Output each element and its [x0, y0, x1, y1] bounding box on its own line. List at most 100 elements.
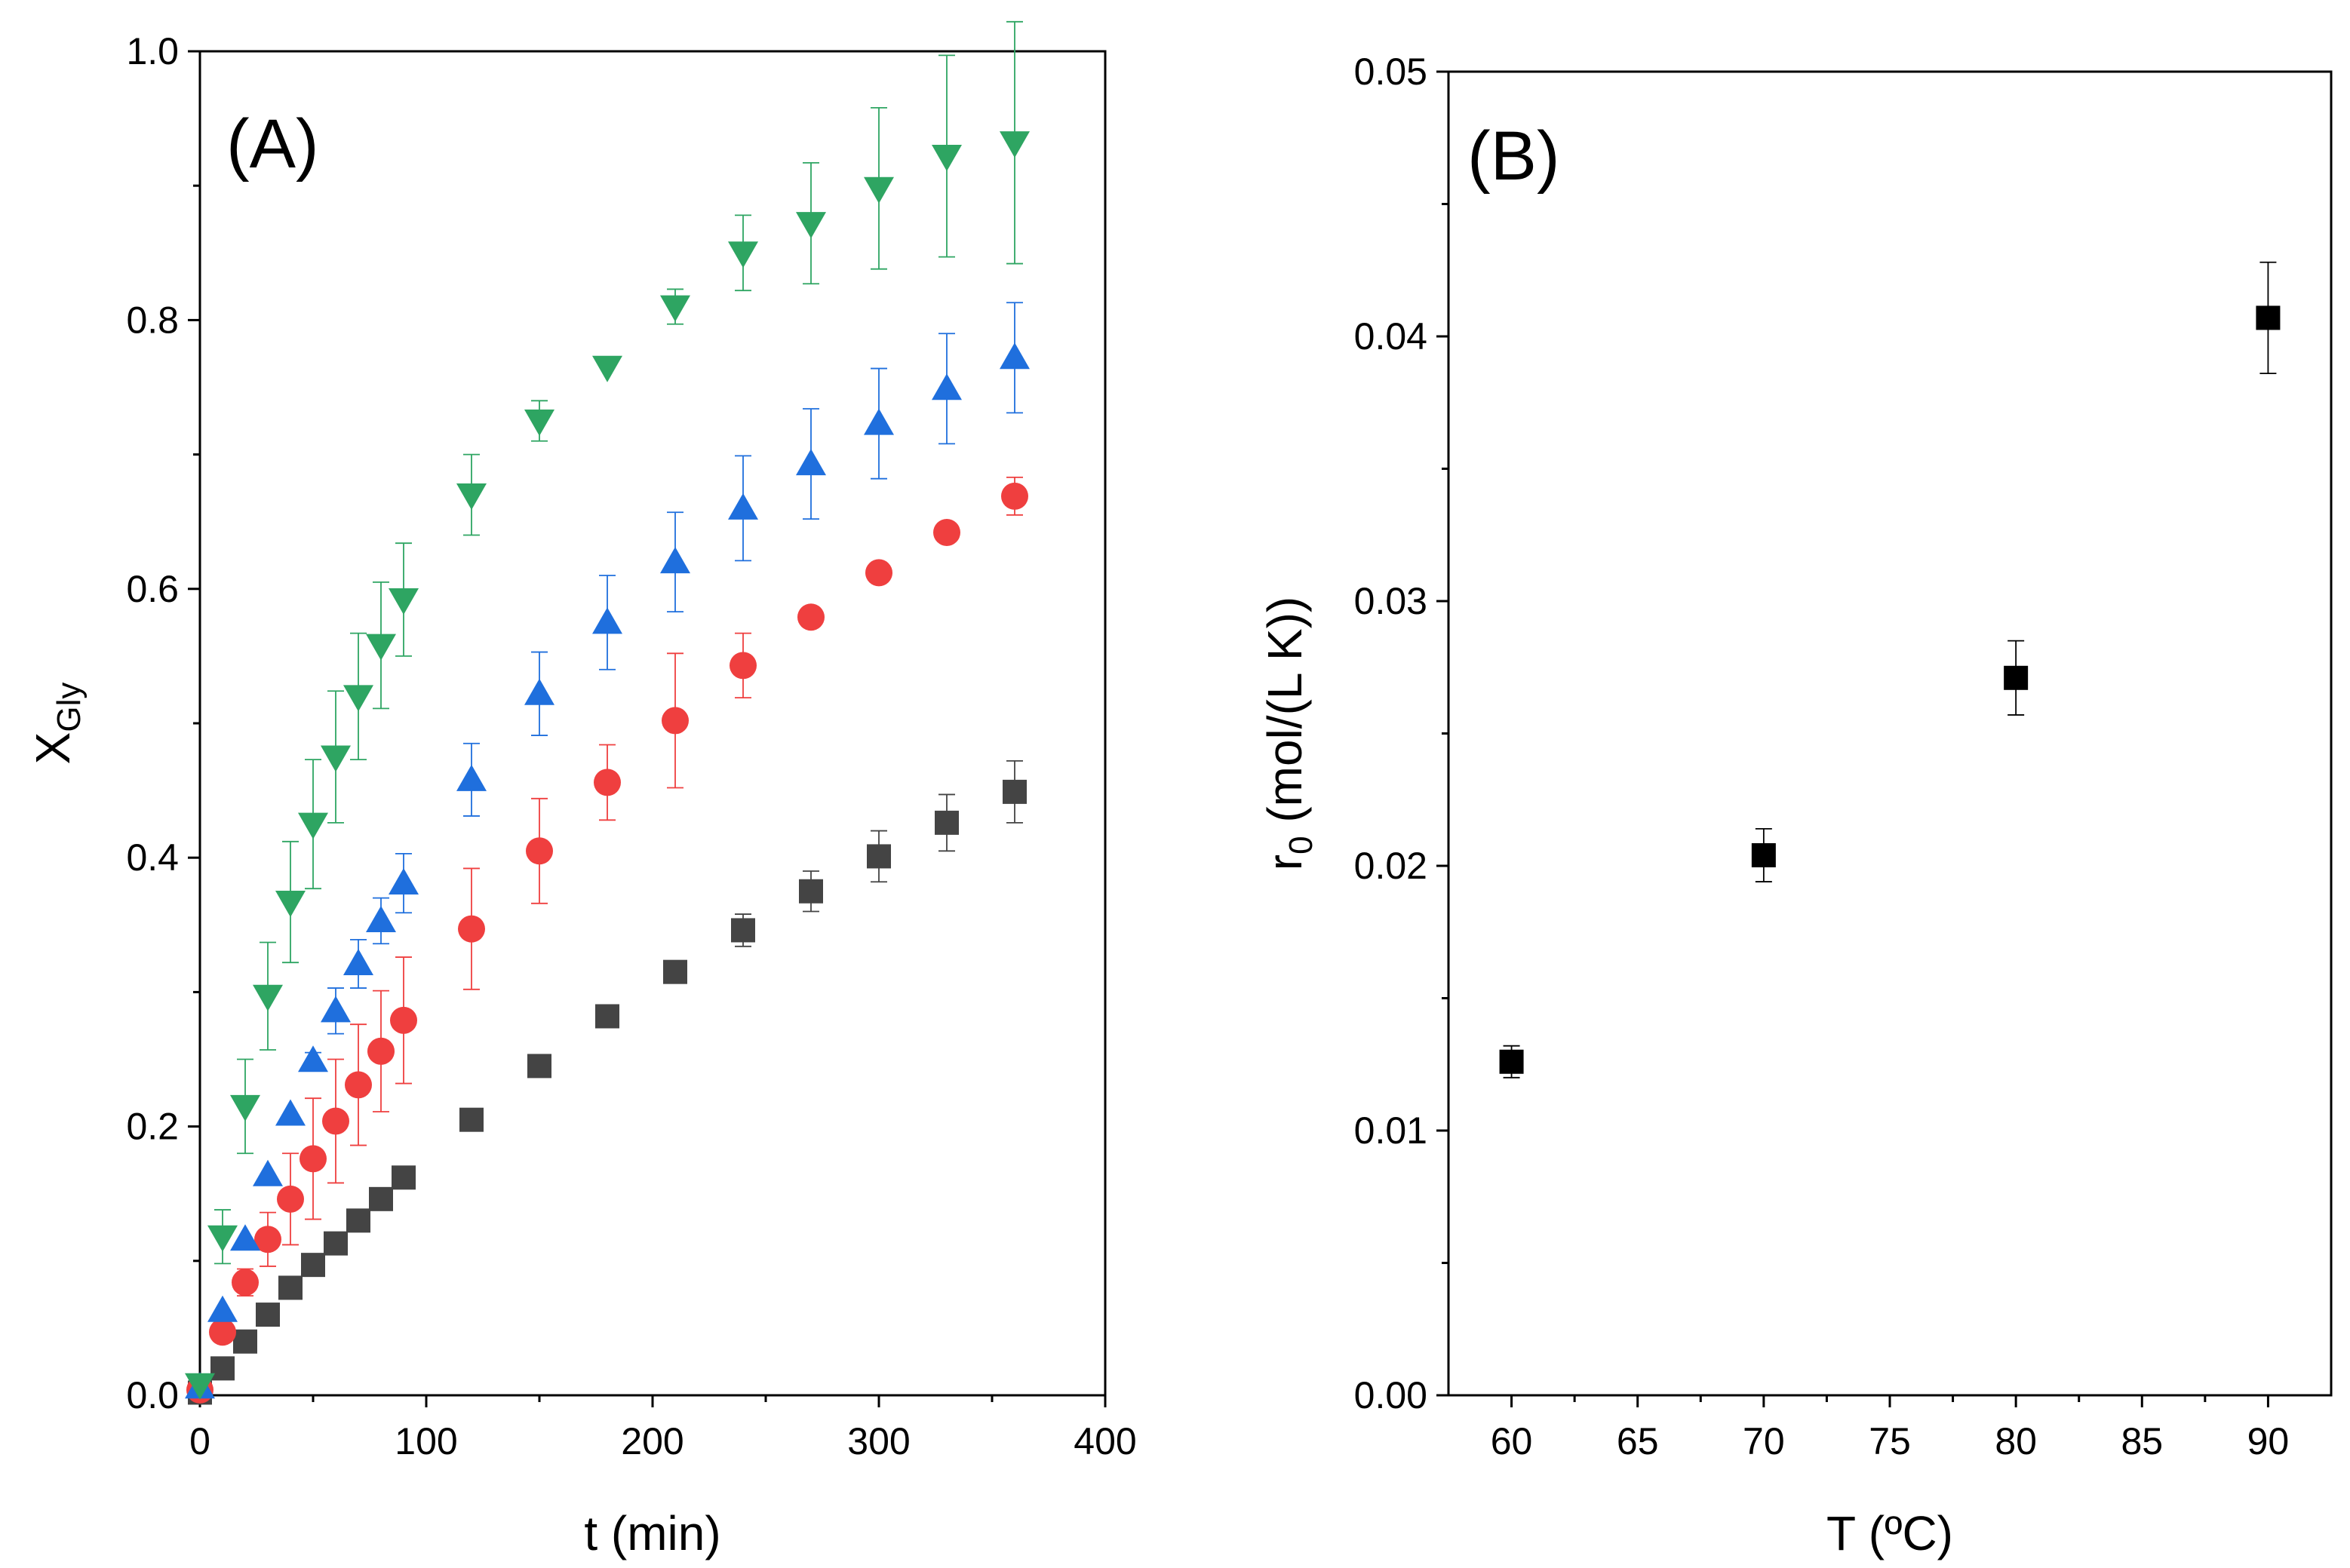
panel-a-x-tick-label: 0	[189, 1420, 210, 1462]
panel-a-series-2	[186, 476, 1028, 1404]
panel-a-y-tick-label: 1.0	[126, 30, 179, 72]
panel-b-x-tick-label: 80	[1995, 1420, 2037, 1462]
panel-a-data-point	[592, 607, 622, 634]
panel-a-data-point	[796, 449, 826, 476]
panel-a-data-point	[367, 1037, 395, 1065]
panel-a-data-point	[278, 1275, 303, 1300]
panel-a-y-axis-title-subscript: Gly	[51, 683, 88, 732]
panel-a-data-point	[343, 948, 373, 975]
panel-b-data-point	[2004, 665, 2029, 690]
panel-b-x-tick-label: 65	[1617, 1420, 1659, 1462]
panel-a-data-point	[524, 410, 554, 437]
panel-a-data-point	[185, 1373, 215, 1400]
panel-b-plot-frame	[1447, 70, 2333, 1397]
panel-a-data-point	[298, 812, 328, 839]
panel-b-x-tick-label: 75	[1869, 1420, 1911, 1462]
panel-a-y-axis-title-main: X	[26, 732, 80, 765]
panel-b-y-tick-label: 0.04	[1354, 315, 1427, 357]
panel-a-data-point	[458, 915, 485, 943]
panel-a-data-point	[366, 905, 396, 932]
panel-b-series-1	[1499, 261, 2281, 1079]
panel-a-data-point	[730, 652, 757, 680]
panel-a-data-point	[662, 707, 689, 735]
panel-a-data-point	[343, 685, 373, 712]
panel-b-data-point	[1499, 1049, 1524, 1074]
panel-a-y-tick-label: 0.0	[126, 1374, 179, 1416]
panel-b-x-tick-label: 60	[1491, 1420, 1533, 1462]
panel-a-data-point	[456, 764, 487, 791]
panel-a-data-point	[392, 1165, 416, 1190]
panel-b-y-axis-title-main: r	[1258, 855, 1312, 870]
panel-a-data-point	[527, 1054, 551, 1079]
panel-b-x-tick-label: 70	[1743, 1420, 1785, 1462]
panel-a-data-point	[321, 745, 351, 772]
panel-a-data-point	[253, 1159, 283, 1186]
panel-a-data-point	[592, 355, 622, 382]
panel-a-data-point	[369, 1186, 393, 1211]
panel-a-data-point	[728, 492, 758, 520]
panel-b-y-tick-label: 0.05	[1354, 51, 1427, 93]
panel-a-data-point	[346, 1208, 370, 1233]
panel-a-data-point	[1003, 779, 1027, 804]
panel-a-data-point	[253, 984, 283, 1011]
panel-a-data-point	[594, 769, 621, 796]
panel-a-chart: 0 100 200 300 400 0.0 0.2 0.4 0.6 0.8 1.0 (A) t (min…	[26, 20, 1137, 1560]
panel-b-y-axis-title-subscript: 0	[1283, 836, 1319, 854]
panel-a-data-point	[932, 373, 962, 400]
panel-a-data-point	[526, 837, 553, 865]
panel-a-data-point	[389, 868, 419, 895]
panel-a-series-4	[185, 20, 1030, 1400]
panel-a-data-point	[210, 1356, 235, 1381]
panel-a-data-point	[207, 1295, 238, 1322]
panel-b-y-tick-label: 0.01	[1354, 1109, 1427, 1152]
panel-a-data-point	[1001, 482, 1028, 510]
panel-b-y-axis-title-unit: (mol/(L K))	[1258, 597, 1312, 836]
panel-a-y-tick-label: 0.6	[126, 568, 179, 610]
panel-a-data-point	[232, 1269, 259, 1296]
panel-a-data-point	[864, 176, 894, 204]
panel-a-data-point	[209, 1318, 236, 1346]
panel-a-data-point	[595, 1004, 619, 1029]
panel-b-label: (B)	[1467, 118, 1560, 195]
panel-a-data-point	[207, 1225, 238, 1252]
panel-b-data-point	[1751, 842, 1776, 867]
panel-b-chart: 60 65 70 75 80 85 90 0.00 0.01 0.02 0.03 0.04 0.05 (B…	[1258, 51, 2333, 1560]
panel-a-data-point	[797, 603, 825, 631]
panel-a-data-point	[867, 844, 891, 869]
panel-b-y-tick-label: 0.03	[1354, 580, 1427, 622]
panel-a-data-point	[663, 959, 687, 984]
panel-a-data-point	[301, 1253, 325, 1278]
panel-b-y-axis-title: r0 (mol/(L K))	[1258, 597, 1319, 870]
panel-b-y-tick-label: 0.00	[1354, 1374, 1427, 1416]
panel-a-data-point	[256, 1303, 280, 1327]
panel-b-data-point	[2256, 305, 2281, 330]
panel-a-data-point	[660, 295, 690, 322]
panel-a-data-point	[345, 1071, 372, 1099]
panel-a-data-point	[933, 518, 960, 546]
panel-a-data-point	[230, 1094, 260, 1122]
panel-a-data-point	[932, 144, 962, 171]
panel-a-x-tick-label: 100	[395, 1420, 457, 1462]
panel-a-x-tick-label: 300	[847, 1420, 910, 1462]
panel-b-y-tick-label: 0.02	[1354, 845, 1427, 887]
panel-a-data-point	[300, 1145, 327, 1173]
panel-a-y-tick-label: 0.2	[126, 1106, 179, 1148]
panel-a-data-point	[865, 559, 892, 587]
panel-b-x-axis-title: T (ºC)	[1826, 1506, 1953, 1560]
panel-a-data-point	[1000, 342, 1030, 370]
panel-a-y-tick-label: 0.8	[126, 299, 179, 341]
panel-a-data-point	[322, 1107, 349, 1135]
panel-a-data-point	[233, 1329, 257, 1354]
panel-a-x-tick-label: 400	[1074, 1420, 1136, 1462]
panel-a-data-point	[321, 996, 351, 1023]
panel-b-x-tick-label: 90	[2247, 1420, 2290, 1462]
panel-a-data-point	[298, 1045, 328, 1072]
panel-a-data-point	[275, 1099, 306, 1126]
panel-a-data-point	[796, 212, 826, 239]
panel-a-data-point	[731, 918, 755, 943]
panel-a-data-point	[799, 879, 823, 904]
panel-a-data-point	[524, 678, 554, 705]
panel-a-series-3	[185, 302, 1030, 1399]
panel-a-x-tick-label: 200	[621, 1420, 683, 1462]
panel-a-data-point	[456, 483, 487, 511]
